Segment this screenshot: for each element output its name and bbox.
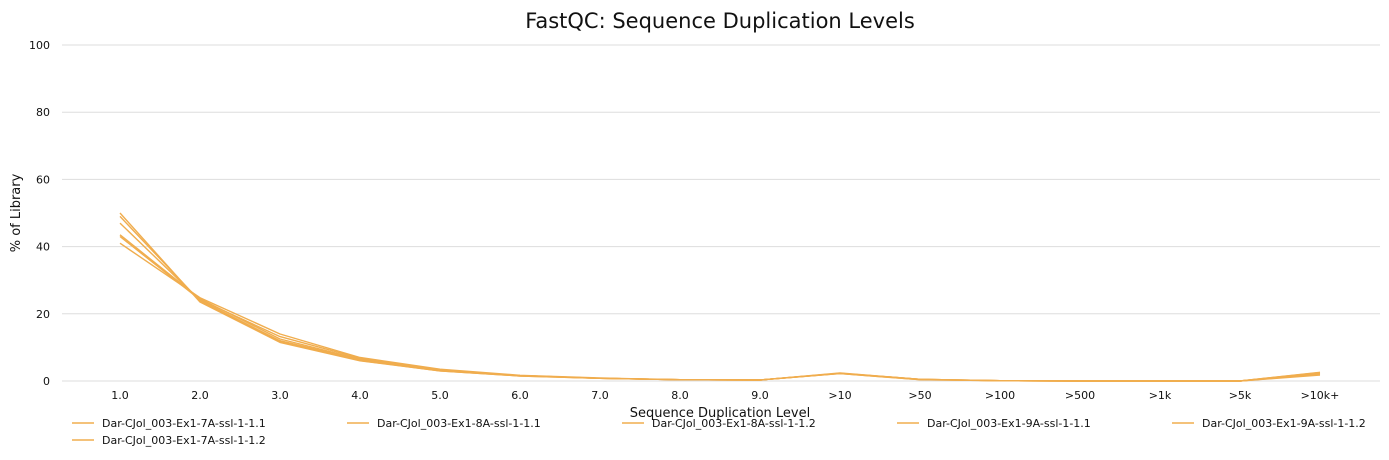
y-tick-label: 60 — [36, 173, 50, 186]
y-tick-label: 0 — [43, 375, 50, 388]
legend-item-label: Dar-CJol_003-Ex1-9A-ssl-1-1.2 — [1202, 417, 1366, 430]
x-tick-label: >1k — [1149, 389, 1172, 402]
y-tick-label: 100 — [29, 39, 50, 52]
x-tick-label: >500 — [1065, 389, 1095, 402]
x-tick-label: 6.0 — [511, 389, 529, 402]
x-tick-label: >100 — [985, 389, 1015, 402]
series-line-2 — [119, 242, 1321, 382]
x-tick-label: 7.0 — [591, 389, 609, 402]
legend-item-label: Dar-CJol_003-Ex1-8A-ssl-1-1.2 — [652, 417, 816, 430]
legend-item-label: Dar-CJol_003-Ex1-7A-ssl-1-1.1 — [102, 417, 266, 430]
series-line-3 — [119, 212, 1321, 382]
x-tick-label: 2.0 — [191, 389, 209, 402]
x-axis-ticks: 1.0 2.0 3.0 4.0 5.0 6.0 7.0 8.0 9.0 >10 >50 >100 >50… — [111, 389, 1339, 402]
x-tick-label: 3.0 — [271, 389, 289, 402]
y-tick-label: 40 — [36, 241, 50, 254]
y-axis-ticks: 0 20 40 60 80 100 — [29, 39, 50, 388]
legend-item-label: Dar-CJol_003-Ex1-8A-ssl-1-1.1 — [377, 417, 541, 430]
x-tick-label: 5.0 — [431, 389, 449, 402]
x-tick-label: 8.0 — [671, 389, 689, 402]
legend-item-label: Dar-CJol_003-Ex1-7A-ssl-1-1.2 — [102, 434, 266, 447]
y-axis-label: % of Library — [9, 173, 24, 252]
x-tick-label: 4.0 — [351, 389, 369, 402]
x-tick-label: 9.0 — [751, 389, 769, 402]
x-tick-label: >10 — [828, 389, 851, 402]
series-line-6 — [119, 235, 1321, 382]
series-line-4 — [119, 215, 1321, 382]
legend: Dar-CJol_003-Ex1-7A-ssl-1-1.1 Dar-CJol_00… — [72, 417, 1366, 447]
x-tick-label: 1.0 — [111, 389, 129, 402]
legend-item-label: Dar-CJol_003-Ex1-9A-ssl-1-1.1 — [927, 417, 1091, 430]
y-tick-label: 80 — [36, 106, 50, 119]
x-tick-label: >10k+ — [1301, 389, 1340, 402]
x-tick-label: >50 — [908, 389, 931, 402]
series-line-1 — [119, 234, 1321, 382]
x-tick-label: >5k — [1229, 389, 1252, 402]
y-tick-label: 20 — [36, 308, 50, 321]
series-lines — [119, 212, 1321, 382]
x-axis-label: Sequence Duplication Level — [630, 406, 810, 421]
chart-title: FastQC: Sequence Duplication Levels — [525, 9, 915, 33]
